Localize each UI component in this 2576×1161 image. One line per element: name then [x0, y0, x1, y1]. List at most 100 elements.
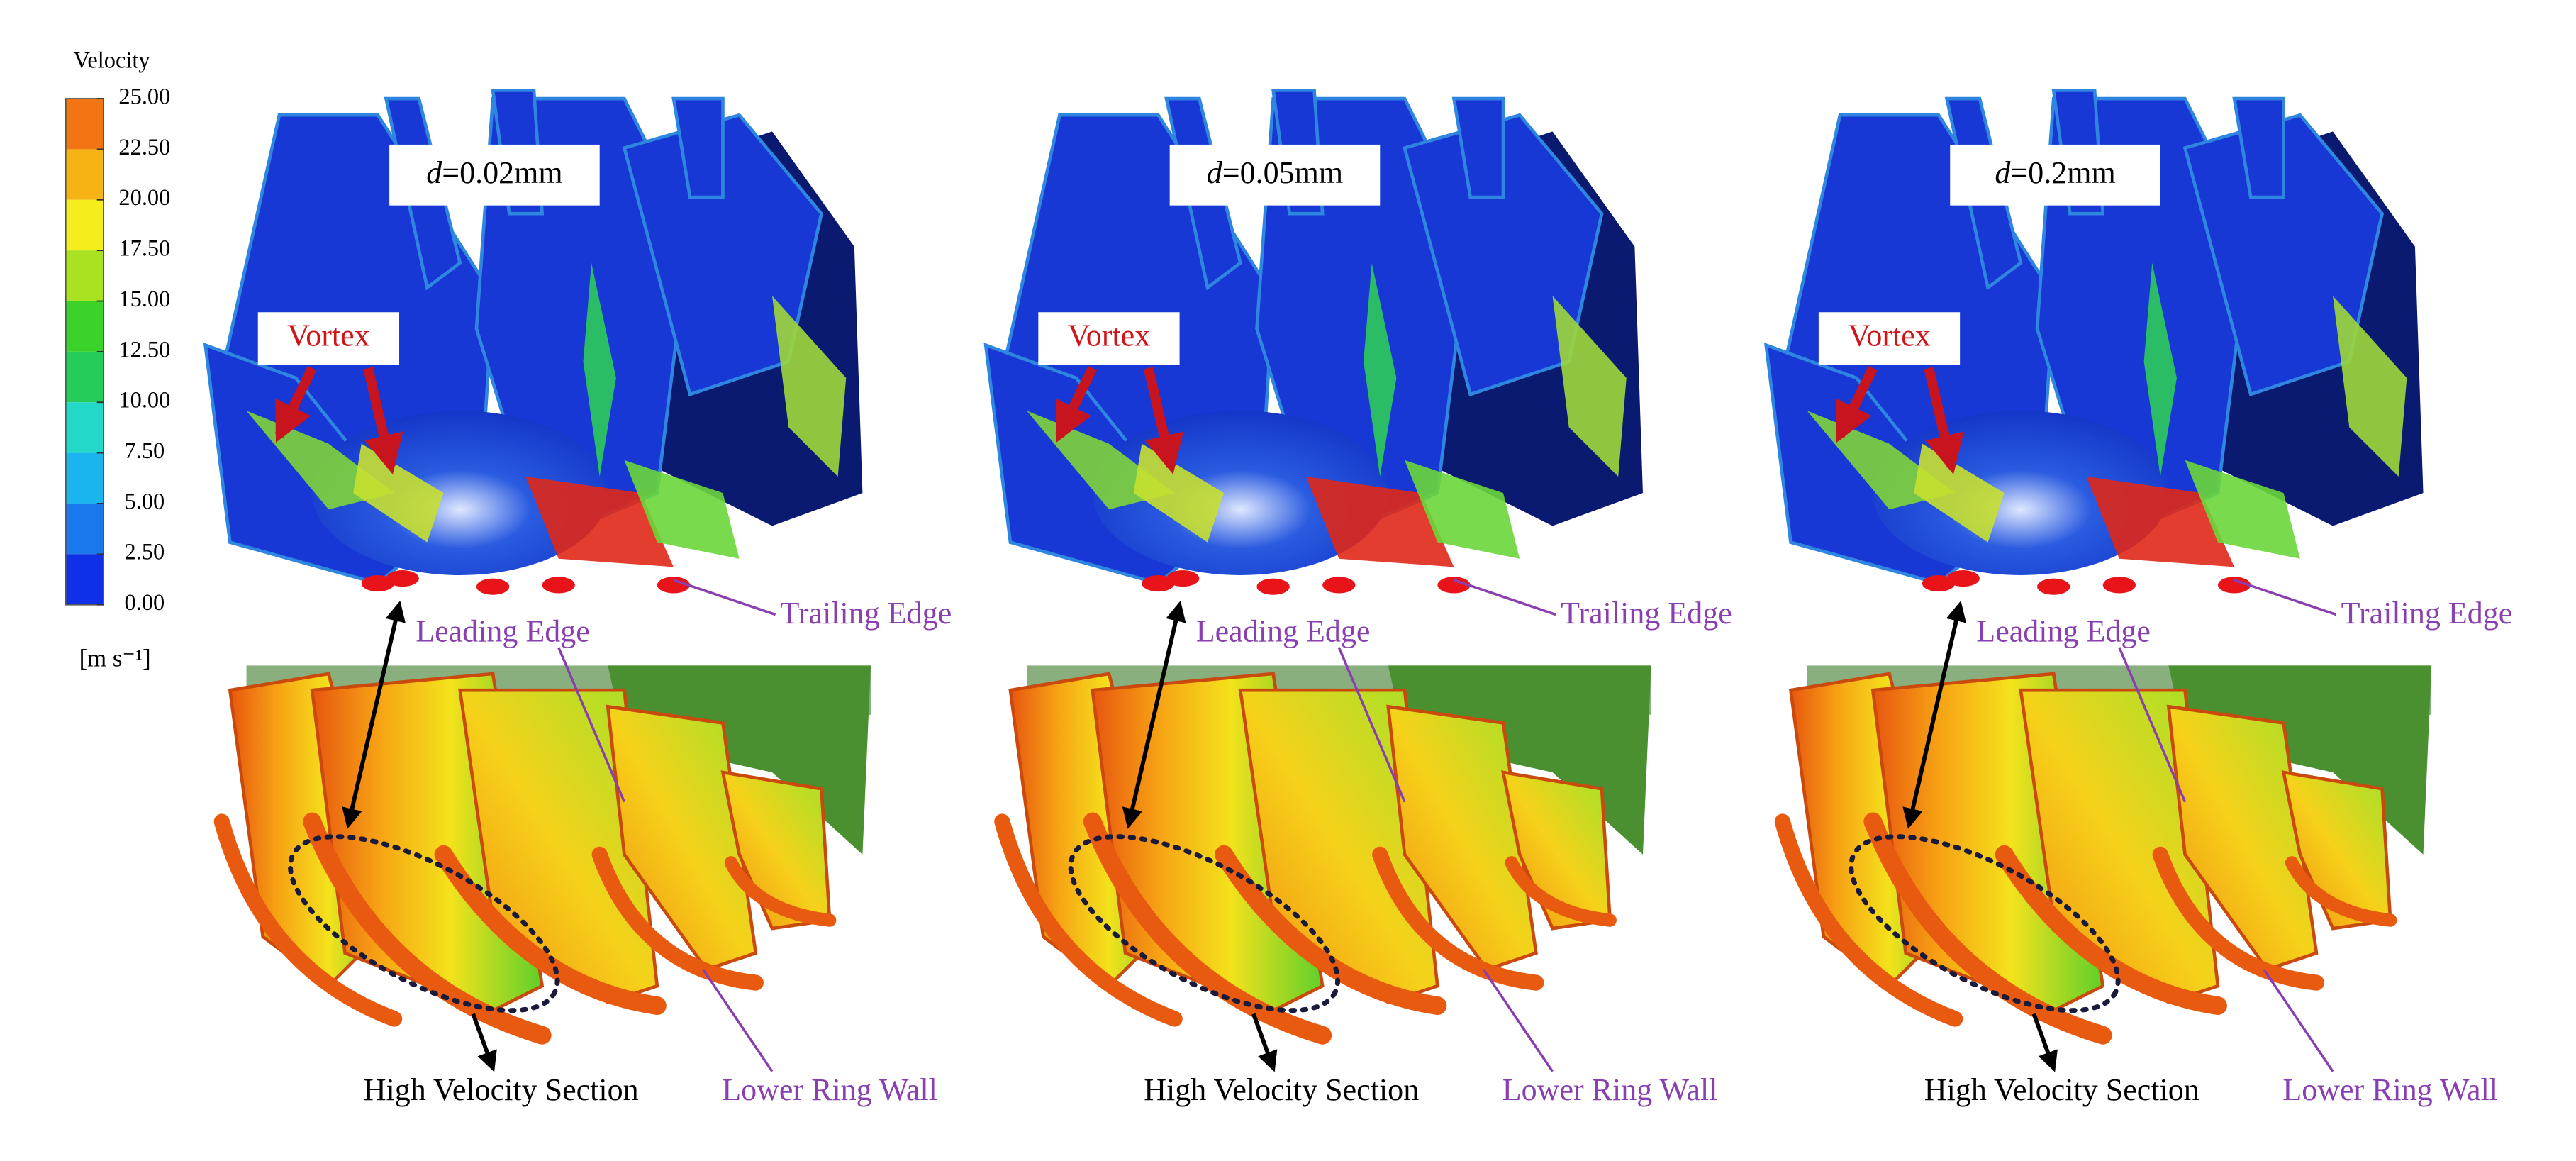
- high-velocity-region: [1068, 834, 1341, 1013]
- high-velocity-label: High Velocity Section: [1144, 1072, 1419, 1107]
- lower-ring-label: Lower Ring Wall: [722, 1072, 937, 1107]
- velocity-patch: [2185, 460, 2300, 559]
- high-velocity-label: High Velocity Section: [364, 1072, 639, 1107]
- high-velocity-spot: [2217, 577, 2251, 594]
- lower-ring-pointer: [702, 969, 774, 1072]
- case-label: d=0.05mm: [1207, 155, 1343, 190]
- lower-ring-edge: [994, 813, 1183, 1027]
- case-label-value: =0.05mm: [1222, 155, 1343, 190]
- back-blades: [1388, 665, 1651, 855]
- colorbar-band: [65, 250, 104, 301]
- lower-ring-edge: [724, 856, 837, 927]
- lower-ring-edge: [1505, 856, 1617, 927]
- blade: [1386, 704, 1538, 972]
- colorbar-tick-label: 7.50: [125, 438, 165, 464]
- trailing-edge-label: Trailing Edge: [2341, 596, 2513, 631]
- trailing-edge-label: Trailing Edge: [781, 596, 952, 631]
- high-velocity-spot: [386, 570, 419, 587]
- vortex-label: Vortex: [1848, 318, 1931, 352]
- runner-blade-view: [213, 665, 871, 1045]
- high-velocity-spot: [1946, 570, 1980, 587]
- vortex-arrow: [274, 365, 317, 443]
- label-box: [1169, 144, 1381, 206]
- leading-edge-distance: [1122, 601, 1186, 829]
- colorbar-tick-label: 10.00: [118, 388, 170, 413]
- lower-ring-edge: [303, 812, 552, 1045]
- trailing-edge-pointer: [2234, 579, 2337, 616]
- high-velocity-spot: [1322, 577, 1356, 594]
- colorbar-tick-label: 5.00: [125, 489, 165, 514]
- case-label: d=0.2mm: [1995, 155, 2115, 190]
- label-box: [1950, 144, 2160, 206]
- velocity-patch: [2333, 296, 2407, 477]
- colorbar-tick-label: 12.50: [118, 337, 170, 362]
- section-arrow: [471, 1013, 497, 1072]
- lower-ring-edge: [1863, 812, 2112, 1045]
- high-velocity-spot: [542, 577, 575, 594]
- colorbar-band: [65, 199, 104, 251]
- case-label-variable: d: [426, 155, 442, 190]
- velocity-patch: [2086, 476, 2235, 567]
- leading-edge-label: Leading Edge: [416, 613, 590, 648]
- case-label-value: =0.2mm: [2010, 155, 2115, 190]
- lower-ring-edge: [1774, 813, 1963, 1027]
- case-label-variable: d: [1207, 155, 1223, 190]
- high-velocity-spot: [657, 577, 691, 594]
- trailing-edge-pointer: [673, 579, 776, 616]
- high-velocity-spot: [361, 574, 395, 592]
- colorbar-tick-label: 2.50: [125, 540, 165, 565]
- colorbar-tick-label: 20.00: [118, 185, 170, 211]
- vortex-arrow: [1835, 365, 1878, 443]
- lower-ring-label: Lower Ring Wall: [1502, 1072, 1718, 1107]
- section-arrow: [2031, 1013, 2058, 1072]
- blade: [671, 96, 725, 199]
- colorbar-band: [65, 149, 104, 200]
- velocity-patch: [583, 262, 616, 477]
- lower-ring-edge: [1215, 845, 1447, 1015]
- leading-edge-pointer: [557, 647, 626, 803]
- leading-edge-label: Leading Edge: [1196, 613, 1371, 648]
- leading-edge-distance: [1902, 601, 1967, 829]
- colorbar-title: Velocity: [74, 48, 151, 74]
- vortex-box: [257, 312, 400, 365]
- vortex-box: [1818, 312, 1961, 365]
- blade: [606, 704, 758, 972]
- blade: [2166, 704, 2319, 972]
- velocity-patch: [1405, 460, 1520, 559]
- lower-ring-edge: [434, 845, 667, 1015]
- case-label-value: =0.02mm: [442, 155, 562, 190]
- colorbar-tick-label: 15.00: [118, 287, 170, 312]
- velocity-patch: [1305, 476, 1454, 567]
- leading-edge-label: Leading Edge: [1976, 613, 2151, 648]
- back-blades: [2168, 665, 2432, 855]
- lower-ring-edge: [1372, 846, 1544, 991]
- high-velocity-spot: [1166, 570, 1200, 587]
- panel: d=0.2mm Vortex Trailing Edge Leading Edge Hi…: [1763, 89, 2513, 1107]
- colorbar-tick-label: 22.50: [118, 135, 170, 160]
- lower-ring-edge: [1995, 845, 2227, 1015]
- velocity-patch: [771, 296, 847, 477]
- colorbar-band: [65, 402, 104, 453]
- runner-velocity-view: [983, 89, 1643, 595]
- colorbar-band: [65, 452, 104, 504]
- velocity-patch: [525, 476, 674, 567]
- high-velocity-label: High Velocity Section: [1924, 1072, 2199, 1107]
- label-box: [389, 144, 600, 206]
- vortex-label: Vortex: [1068, 318, 1151, 352]
- high-velocity-spot: [1142, 574, 1175, 592]
- section-arrow: [1251, 1013, 1278, 1072]
- high-velocity-spot: [1437, 577, 1471, 594]
- colorbar: 25.00 22.50 20.00 17.50 15.00 12.50 10.00 7.50 5…: [65, 84, 170, 616]
- blade: [1451, 96, 1505, 199]
- vortex-box: [1038, 312, 1180, 365]
- blade: [720, 770, 832, 931]
- lower-ring-edge: [213, 813, 403, 1027]
- back-blades: [608, 665, 871, 855]
- runner-blade-view: [994, 665, 1651, 1045]
- leading-edge-pointer: [1337, 647, 1406, 803]
- lower-ring-edge: [2152, 846, 2325, 991]
- vortex-label: Vortex: [287, 318, 370, 352]
- colorbar-unit: [m s⁻¹]: [79, 644, 151, 672]
- high-velocity-spot: [476, 578, 510, 595]
